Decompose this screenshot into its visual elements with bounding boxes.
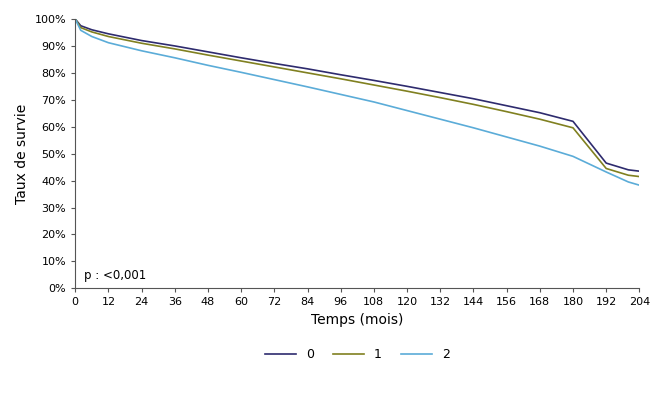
1 [88, 29, 96, 34]
2 [104, 40, 112, 45]
1 [624, 173, 632, 178]
0 [370, 78, 378, 83]
0 [204, 49, 212, 54]
1 [536, 117, 544, 122]
1 [403, 89, 411, 94]
0 [403, 84, 411, 89]
0 [71, 17, 79, 22]
2 [403, 108, 411, 113]
2 [88, 34, 96, 39]
2 [536, 144, 544, 149]
1 [104, 34, 112, 39]
0 [469, 96, 477, 101]
2 [569, 154, 577, 159]
0 [303, 66, 311, 71]
0 [88, 27, 96, 32]
2 [237, 70, 245, 75]
0 [76, 23, 84, 28]
1 [336, 76, 344, 81]
2 [436, 117, 444, 122]
1 [76, 25, 84, 30]
0 [602, 161, 610, 166]
2 [76, 28, 84, 33]
2 [171, 55, 179, 60]
1 [303, 71, 311, 76]
1 [569, 125, 577, 130]
2 [336, 92, 344, 97]
Line: 2: 2 [75, 19, 639, 185]
0 [503, 103, 511, 108]
0 [336, 72, 344, 77]
2 [271, 77, 279, 82]
1 [237, 59, 245, 63]
Legend: 0, 1, 2: 0, 1, 2 [260, 343, 455, 366]
2 [370, 100, 378, 105]
1 [602, 166, 610, 171]
1 [204, 53, 212, 58]
1 [503, 109, 511, 114]
0 [536, 110, 544, 115]
1 [635, 174, 643, 179]
1 [138, 41, 146, 46]
0 [104, 31, 112, 36]
Line: 1: 1 [75, 19, 639, 176]
2 [503, 134, 511, 139]
1 [370, 83, 378, 88]
1 [71, 17, 79, 22]
X-axis label: Temps (mois): Temps (mois) [311, 313, 404, 327]
0 [237, 55, 245, 60]
2 [469, 125, 477, 130]
2 [303, 84, 311, 89]
0 [624, 167, 632, 172]
1 [436, 95, 444, 100]
1 [271, 64, 279, 69]
Y-axis label: Taux de survie: Taux de survie [15, 103, 29, 204]
0 [635, 168, 643, 173]
2 [204, 63, 212, 68]
Text: p : <0,001: p : <0,001 [84, 269, 146, 282]
2 [635, 183, 643, 188]
1 [171, 46, 179, 51]
2 [602, 169, 610, 174]
2 [624, 179, 632, 184]
1 [469, 102, 477, 107]
0 [569, 119, 577, 124]
0 [138, 38, 146, 43]
0 [171, 44, 179, 49]
2 [71, 17, 79, 22]
0 [271, 61, 279, 66]
Line: 0: 0 [75, 19, 639, 171]
0 [436, 90, 444, 95]
2 [138, 48, 146, 53]
